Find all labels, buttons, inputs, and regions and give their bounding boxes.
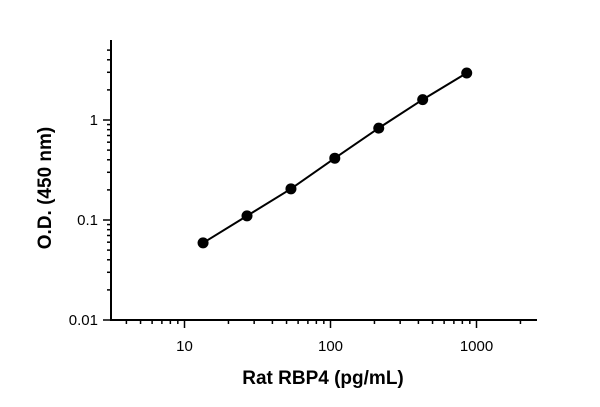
x-tick-label: 10 xyxy=(176,338,193,355)
x-axis-title: Rat RBP4 (pg/mL) xyxy=(242,368,404,389)
data-point xyxy=(329,152,341,164)
data-point xyxy=(197,237,209,249)
y-tick-label: 1 xyxy=(90,112,98,129)
x-tick-label: 100 xyxy=(318,338,343,355)
data-point xyxy=(373,122,385,134)
y-tick-label: 0.01 xyxy=(69,312,98,329)
data-point xyxy=(461,67,473,79)
y-tick-label: 0.1 xyxy=(77,212,98,229)
x-tick-label: 1000 xyxy=(460,338,493,355)
series-layer xyxy=(197,67,473,249)
data-point xyxy=(417,94,429,106)
y-axis-title: O.D. (450 nm) xyxy=(35,127,56,249)
axes: 10 100 1000 0.01 0.1 1 xyxy=(69,40,537,355)
data-point xyxy=(241,210,253,222)
data-point xyxy=(285,183,297,195)
